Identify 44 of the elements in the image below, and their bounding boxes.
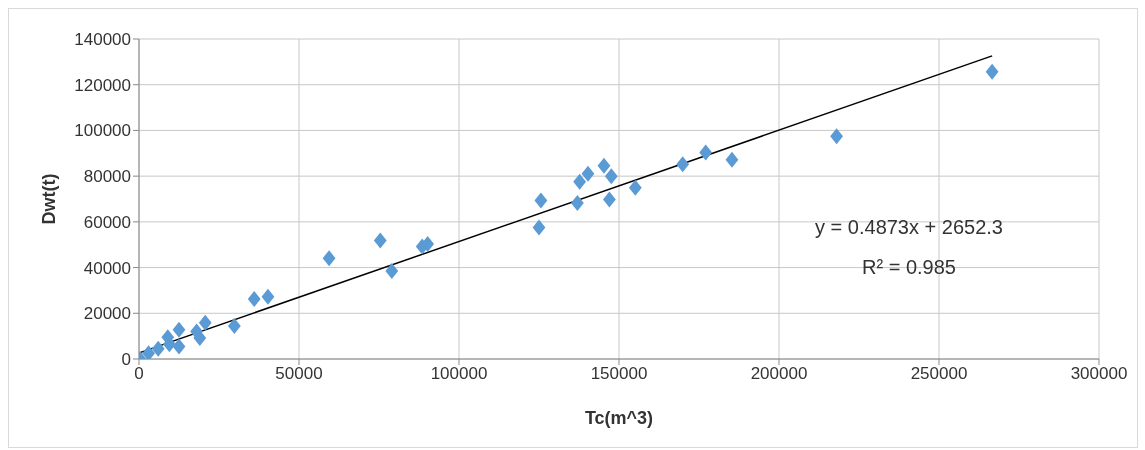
point (699, 144, 713, 161)
point (628, 179, 642, 196)
y-tick-label: 60000 (83, 212, 131, 232)
point (534, 192, 548, 209)
annotation: y = 0.4873x + 2652.3 (815, 216, 1003, 238)
x-tick-label: 0 (134, 364, 144, 384)
point (247, 291, 261, 308)
y-tick-label: 20000 (83, 304, 131, 324)
point (151, 340, 165, 357)
x-tick-label: 50000 (275, 364, 323, 384)
point (830, 128, 843, 145)
point (985, 63, 999, 80)
y-tick-label: 0 (121, 350, 131, 370)
point (676, 156, 690, 173)
y-axis-title: Dwt(t) (39, 173, 60, 225)
point (532, 219, 546, 236)
y-tick-label: 100000 (74, 121, 131, 141)
point (261, 288, 275, 305)
point (172, 338, 186, 355)
point (373, 232, 387, 249)
point (581, 165, 595, 182)
point (573, 173, 587, 190)
point (198, 314, 212, 331)
y-tick-label: 120000 (74, 75, 131, 95)
point (322, 250, 336, 267)
point (172, 321, 186, 338)
annotation: R² = 0.985 (862, 256, 956, 278)
point (597, 157, 611, 174)
point (227, 318, 241, 335)
x-tick-label: 100000 (430, 364, 488, 384)
point (385, 263, 399, 279)
point (604, 168, 618, 185)
y-tick-label: 40000 (83, 258, 131, 278)
x-tick-label: 200000 (750, 364, 808, 384)
y-tick-label: 140000 (74, 30, 131, 50)
point (142, 345, 155, 359)
y-tick-label: 80000 (83, 167, 131, 187)
x-tick-label: 300000 (1070, 364, 1128, 384)
x-tick-label: 250000 (910, 364, 968, 384)
point (725, 151, 739, 168)
point (571, 195, 584, 212)
x-tick-label: 150000 (590, 364, 648, 384)
point (603, 191, 616, 208)
x-axis-title: Tc(m^3) (584, 408, 654, 428)
